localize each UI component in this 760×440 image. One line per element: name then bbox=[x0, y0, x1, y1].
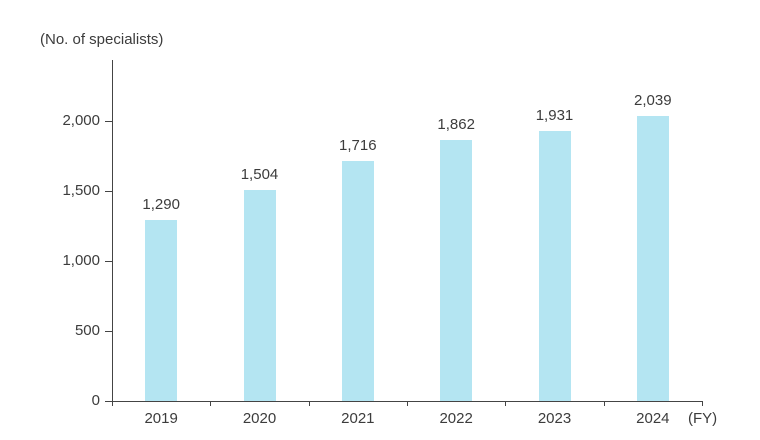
x-axis-tick-label: 2021 bbox=[341, 410, 375, 427]
y-axis-tick bbox=[105, 331, 112, 332]
bar-value-label: 1,504 bbox=[240, 166, 279, 184]
bar-value-label: 1,290 bbox=[142, 196, 180, 214]
y-axis-tick bbox=[105, 401, 112, 402]
y-axis-line bbox=[112, 60, 113, 401]
y-axis-tick-label: 0 bbox=[91, 392, 100, 409]
x-axis-tick-label: 2022 bbox=[439, 410, 473, 427]
x-axis-tick bbox=[702, 401, 703, 406]
bar-value-label: 1,931 bbox=[535, 106, 574, 124]
y-axis-tick-label: 1,500 bbox=[62, 182, 100, 199]
bar-2019 bbox=[145, 220, 178, 401]
x-axis-unit-label: (FY) bbox=[688, 410, 718, 427]
y-axis-tick-label: 1,000 bbox=[62, 252, 100, 269]
bar-2021 bbox=[341, 160, 374, 401]
y-axis-unit-label: (No. of specialists) bbox=[40, 31, 164, 48]
bar-value-label: 2,039 bbox=[634, 91, 672, 109]
bar-value-label: 1,716 bbox=[339, 136, 377, 154]
bar-2022 bbox=[440, 140, 473, 401]
x-axis-tick-label: 2023 bbox=[537, 410, 572, 427]
x-axis-tick-label: 2020 bbox=[242, 410, 277, 427]
x-axis-tick bbox=[309, 401, 310, 406]
y-axis-tick-label: 2,000 bbox=[62, 112, 100, 129]
y-axis-tick bbox=[105, 121, 112, 122]
x-axis-tick-label: 2019 bbox=[144, 410, 178, 427]
bar-2024 bbox=[636, 115, 669, 401]
y-axis-tick bbox=[105, 191, 112, 192]
bar-2023 bbox=[538, 130, 571, 401]
y-axis-tick-label: 500 bbox=[74, 322, 100, 339]
x-axis-tick bbox=[407, 401, 408, 406]
x-axis-tick bbox=[210, 401, 211, 406]
x-axis-tick bbox=[112, 401, 113, 406]
bar-2020 bbox=[243, 190, 276, 401]
y-axis-tick bbox=[105, 261, 112, 262]
bar-value-label: 1,862 bbox=[437, 116, 475, 134]
x-axis-tick bbox=[505, 401, 506, 406]
x-axis-tick-label: 2024 bbox=[636, 410, 670, 427]
x-axis-tick bbox=[604, 401, 605, 406]
